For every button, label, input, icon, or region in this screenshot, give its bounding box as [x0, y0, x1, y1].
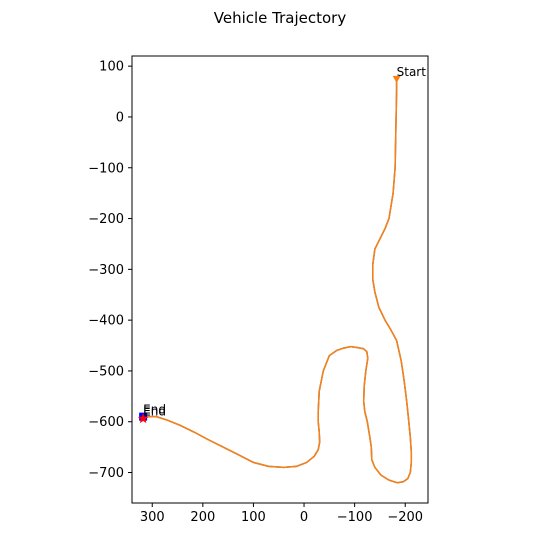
y-tick-label: 100 — [99, 60, 124, 75]
trajectory-line-1 — [142, 78, 413, 484]
axes: 300 200 100 0 −100 −200 100 0 −100 −200 −300 −400 −5… — [88, 60, 423, 525]
y-tick-label: −100 — [88, 161, 124, 176]
y-tick-label: −500 — [88, 364, 124, 379]
x-tick-label: 300 — [140, 510, 165, 525]
y-tick-label: 0 — [116, 110, 124, 125]
y-tick-label: −600 — [88, 415, 124, 430]
x-tick-label: −200 — [387, 510, 423, 525]
marker-label-1: Start — [397, 65, 427, 79]
marker-label-2: End — [143, 403, 166, 417]
axes-frame — [131, 55, 429, 504]
x-tick-label: 100 — [241, 510, 266, 525]
y-tick-label: −400 — [88, 314, 124, 329]
y-tick-label: −200 — [88, 212, 124, 227]
x-tick-label: 0 — [300, 510, 308, 525]
end-marker-star — [137, 413, 149, 424]
chart-title: Vehicle Trajectory — [214, 9, 347, 27]
x-tick-label: −100 — [337, 510, 373, 525]
x-tick-label: 200 — [190, 510, 215, 525]
y-tick-label: −700 — [88, 466, 124, 481]
y-tick-label: −300 — [88, 263, 124, 278]
start-marker — [392, 75, 401, 83]
marker-label-3: End — [143, 405, 166, 419]
trajectory-line-2 — [142, 78, 413, 484]
